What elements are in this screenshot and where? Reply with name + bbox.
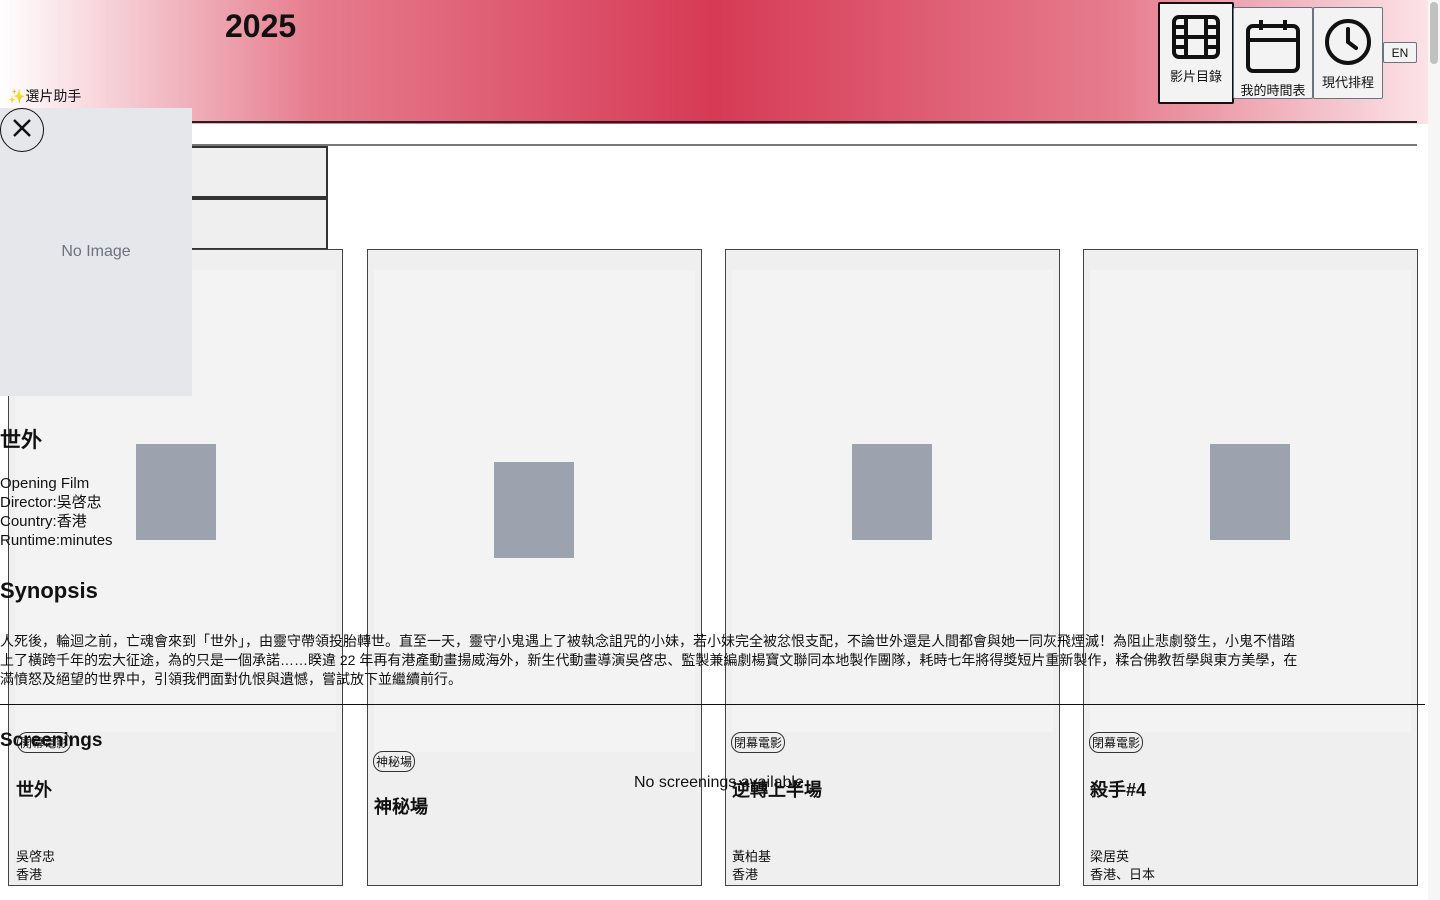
poster-placeholder-icon: [852, 444, 932, 540]
modal-film-info: Opening Film Director:吳啓忠 Country:香港 Run…: [0, 474, 113, 550]
nav-schedule-button[interactable]: 現代排程: [1313, 7, 1383, 99]
film-country: 香港、日本: [1090, 867, 1156, 882]
close-icon: [12, 118, 32, 143]
synopsis-line: 上了橫跨千年的宏大征途，為的只是一個承諾……睽違 22 年再有港產動畫揚威海外，…: [0, 652, 1298, 668]
film-badge: 閉幕電影: [1089, 732, 1144, 753]
modal-close-button[interactable]: [0, 108, 44, 152]
poster-placeholder-icon: [1210, 444, 1290, 540]
synopsis-text: 人死後，輪迴之前，亡魂會來到「世外」，由靈守帶領投胎轉世。直至一天，靈守小鬼遇上…: [0, 632, 1426, 690]
film-title: 神秘場: [374, 797, 428, 817]
film-title: 殺手#4: [1090, 780, 1147, 800]
film-title: 逆轉上半場: [732, 780, 822, 800]
nav-label: 現代排程: [1321, 75, 1374, 90]
modal-film-title: 世外: [0, 429, 42, 452]
film-badge: 開幕電影: [17, 732, 72, 753]
no-screenings-message: No screenings available: [634, 774, 804, 791]
calendar-icon: [1245, 18, 1301, 80]
festival-year: 2025: [225, 8, 297, 44]
section-divider: [0, 144, 1417, 146]
film-badge: 閉幕電影: [731, 732, 786, 753]
film-country: 香港: [732, 867, 759, 882]
film-director: 黃柏基: [732, 849, 772, 864]
modal-country: Country:香港: [0, 513, 87, 530]
film-assistant-link[interactable]: ✨選片助手: [8, 88, 82, 104]
nav-my-schedule-button[interactable]: 我的時間表: [1233, 7, 1313, 99]
modal-runtime: Runtime:minutes: [0, 532, 113, 549]
nav-label: 我的時間表: [1240, 83, 1306, 98]
film-card[interactable]: 閉幕電影 殺手#4 梁居英 香港、日本: [1083, 249, 1418, 886]
synopsis-line: 人死後，輪迴之前，亡魂會來到「世外」，由靈守帶領投胎轉世。直至一天，靈守小鬼遇上…: [0, 633, 1295, 649]
film-country: 香港: [16, 867, 43, 882]
film-icon: [1171, 14, 1221, 66]
modal-divider: [0, 704, 1425, 705]
page-scrollbar-thumb[interactable]: [1430, 2, 1438, 64]
synopsis-line: 滿憤怒及絕望的世界中，引領我們面對仇恨與遺憾，嘗試放下並繼續前行。: [0, 671, 462, 687]
film-badge: 神秘場: [373, 751, 416, 772]
modal-poster-placeholder: No Image: [0, 108, 192, 396]
poster-placeholder-icon: [494, 462, 574, 558]
nav-label: 影片目錄: [1169, 69, 1222, 84]
synopsis-heading: Synopsis: [0, 578, 98, 603]
screenings-heading: Screenings: [0, 730, 103, 751]
modal-category: Opening Film: [0, 475, 90, 492]
film-card[interactable]: 閉幕電影 逆轉上半場 黃柏基 香港: [725, 249, 1060, 886]
film-director: 吳啓忠: [16, 849, 56, 864]
film-title: 世外: [16, 780, 52, 800]
language-toggle-button[interactable]: EN: [1383, 42, 1417, 63]
header-divider: [0, 121, 1417, 123]
clock-icon: [1324, 18, 1372, 72]
poster-placeholder-icon: [136, 444, 216, 540]
nav-film-catalog-button[interactable]: 影片目錄: [1158, 2, 1234, 104]
page-scrollbar-track[interactable]: [1428, 0, 1440, 900]
modal-director: Director:吳啓忠: [0, 494, 102, 511]
film-card[interactable]: 神秘場 神秘場: [367, 249, 702, 886]
film-director: 梁居英: [1090, 849, 1130, 864]
